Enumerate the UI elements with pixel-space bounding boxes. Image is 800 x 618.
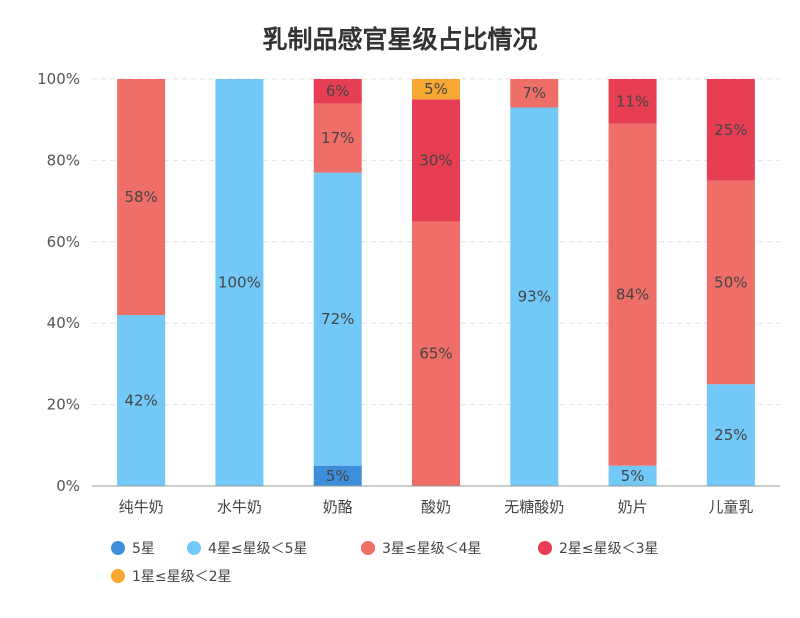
y-tick-label: 100% [37,70,80,88]
x-tick-label: 无糖酸奶 [504,498,564,516]
legend-label: 4星≤星级＜5星 [208,541,308,557]
bar-segment [313,465,362,486]
bar-segment [706,384,755,486]
data-label: 25% [714,426,747,444]
data-label: 93% [518,288,551,306]
x-tick-label: 奶酪 [323,498,353,516]
x-tick-label: 奶片 [618,498,648,516]
y-tick-label: 60% [47,233,80,251]
y-tick-label: 40% [47,314,80,332]
data-label: 7% [522,84,546,102]
legend-label: 5星 [132,541,155,557]
bar-segment [510,79,559,108]
data-labels: 42% 58% 100% 5% 72% 17% 6% 65% 30% 5% 93% 7% 5% 84% 11… [124,80,747,485]
bar-segment [412,99,460,222]
data-label: 17% [321,129,354,147]
bar-segment [608,123,657,466]
data-label: 30% [419,151,452,169]
data-label: 65% [419,345,452,363]
x-axis-ticks: 纯牛奶 水牛奶 奶酪 酸奶 无糖酸奶 奶片 儿童乳 [119,498,754,516]
bar-segment [706,79,755,181]
legend-label: 1星≤星级＜2星 [132,569,232,585]
data-label: 100% [218,274,261,292]
legend-marker [538,541,552,555]
legend-marker [187,541,201,555]
data-label: 5% [621,467,645,485]
y-tick-label: 0% [56,477,80,495]
data-label: 50% [714,274,747,292]
bar-segment [215,79,264,486]
data-label: 84% [616,286,649,304]
bar-segment [608,79,657,124]
bar-segment [510,107,559,487]
bar-segment [706,180,755,385]
data-label: 72% [321,310,354,328]
data-label: 42% [124,392,157,410]
bar-segment [313,172,362,466]
bar-segment [608,465,657,486]
chart-title: 乳制品感官星级占比情况 [262,25,537,54]
data-label: 25% [714,121,747,139]
data-label: 11% [616,92,649,110]
bar-segment [117,315,166,486]
legend-marker [111,569,125,583]
data-label: 5% [326,467,350,485]
x-tick-label: 酸奶 [421,498,451,516]
bar-segment [313,103,362,173]
data-label: 6% [326,82,350,100]
x-tick-label: 水牛奶 [217,498,262,516]
legend-label: 3星≤星级＜4星 [382,541,482,557]
data-label: 5% [424,80,448,98]
data-label: 58% [124,188,157,206]
bar-segment [412,221,460,486]
legend-label: 2星≤星级＜3星 [559,541,659,557]
y-axis-ticks: 0% 20% 40% 60% 80% 100% [37,70,80,495]
legend-marker [361,541,375,555]
x-tick-label: 儿童乳 [708,498,753,516]
legend-marker [111,541,125,555]
y-tick-label: 80% [47,151,80,169]
bars [117,79,755,487]
y-tick-label: 20% [47,396,80,414]
bar-segment [412,79,460,100]
bar-segment [117,79,166,316]
legend: 5星 4星≤星级＜5星 3星≤星级＜4星 2星≤星级＜3星 1星≤星级＜2星 [111,541,659,585]
x-tick-label: 纯牛奶 [119,498,164,516]
bar-segment [313,79,362,104]
